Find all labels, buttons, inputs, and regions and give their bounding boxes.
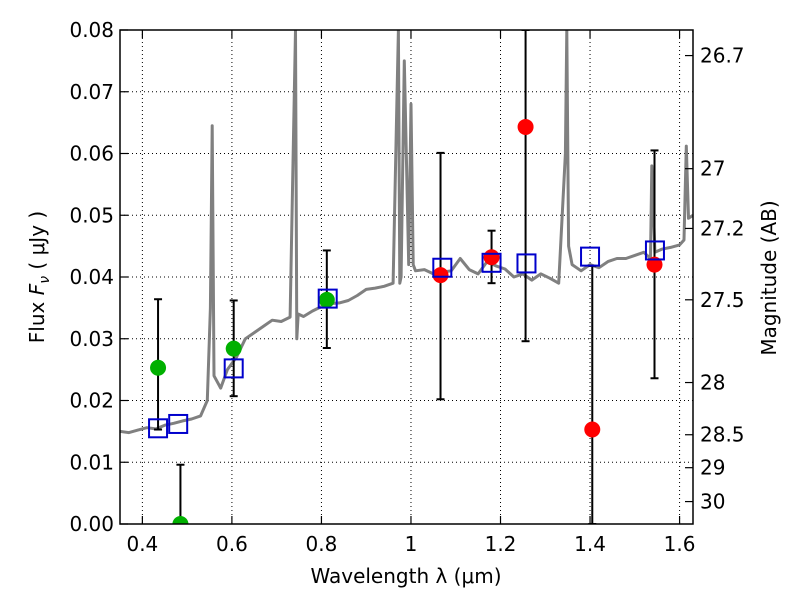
model-photometry-square — [168, 413, 189, 434]
y-tick-label: 0.08 — [69, 18, 114, 42]
y-axis-title-symbol: F — [25, 283, 49, 295]
y-tick-label: 0.00 — [69, 512, 114, 536]
model-photometry-square — [432, 257, 453, 278]
y-axis-title: Flux Fν ( μJy ) — [25, 211, 53, 343]
data-layer — [120, 30, 693, 524]
x-tick-label: 1.2 — [485, 532, 517, 556]
green-data-point — [225, 340, 242, 357]
y-tick-label: 0.06 — [69, 142, 114, 166]
model-photometry-square — [223, 358, 244, 379]
x-tick-label: 0.4 — [126, 532, 158, 556]
magnitude-tick-label: 27.2 — [700, 216, 745, 240]
axis-ticks — [120, 29, 693, 525]
y-tick-label: 0.03 — [69, 327, 114, 351]
magnitude-tick-label: 27 — [700, 157, 725, 181]
green-data-point — [318, 291, 335, 308]
red-data-point — [483, 249, 500, 266]
x-tick-label: 1.4 — [574, 532, 606, 556]
y-tick-label: 0.05 — [69, 203, 114, 227]
y-tick-label: 0.02 — [69, 389, 114, 413]
model-spectrum-line — [120, 30, 693, 435]
model-photometry-square — [644, 240, 665, 261]
y-tick-label: 0.07 — [69, 80, 114, 104]
red-data-point — [432, 267, 449, 284]
red-data-point — [517, 118, 534, 135]
green-data-point — [172, 516, 189, 524]
model-photometry-square — [580, 246, 601, 267]
magnitude-tick-label: 28 — [700, 371, 725, 395]
x-axis-title: Wavelength λ (μm) — [310, 564, 501, 588]
x-tick-label: 0.8 — [306, 532, 338, 556]
magnitude-tick-label: 28.5 — [700, 423, 745, 447]
model-photometry-square — [481, 252, 502, 273]
magnitude-tick-label: 30 — [700, 490, 725, 514]
x-tick-label: 0.6 — [216, 532, 248, 556]
y-tick-label: 0.04 — [69, 265, 114, 289]
green-data-point — [150, 359, 167, 376]
y-tick-label: 0.01 — [69, 450, 114, 474]
model-photometry-square — [516, 253, 537, 274]
magnitude-tick-label: 27.5 — [700, 288, 745, 312]
secondary-y-axis-title: Magnitude (AB) — [757, 200, 781, 355]
tick-labels: 0.4 0.6 0.8 1 1.2 1.4 1.6 0.00 0.01 0.02 0.03 0.04 0… — [69, 18, 744, 556]
magnitude-tick-label: 26.7 — [700, 44, 745, 68]
magnitude-tick-label: 29 — [700, 456, 725, 480]
model-photometry-square — [317, 288, 338, 309]
red-data-point — [584, 421, 601, 438]
y-axis-title-subscript: ν — [37, 276, 53, 284]
y-axis-title-prefix: Flux — [25, 295, 49, 343]
model-photometry-square — [148, 418, 169, 439]
y-axis-title-suffix: ( μJy ) — [25, 211, 49, 276]
markers — [148, 118, 665, 524]
red-data-point — [646, 256, 663, 273]
x-tick-label: 1 — [405, 532, 418, 556]
x-tick-label: 1.6 — [664, 532, 696, 556]
